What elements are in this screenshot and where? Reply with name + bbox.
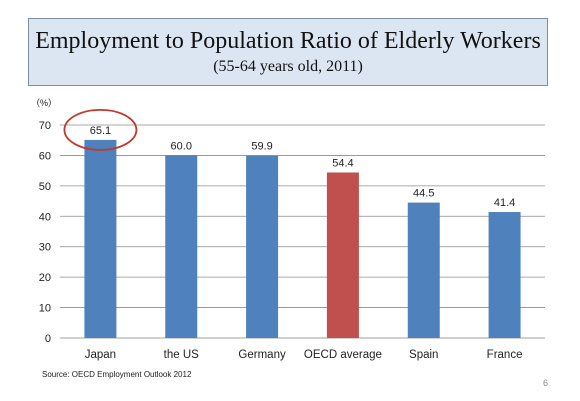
source-note: Source: OECD Employment Outlook 2012	[42, 370, 192, 379]
x-tick-label: OECD average	[304, 349, 382, 361]
highlight-circle	[63, 109, 138, 151]
y-tick-label: 40	[39, 211, 51, 223]
x-tick-label: Germany	[238, 349, 286, 361]
data-label: 44.5	[413, 188, 434, 200]
data-label: 65.1	[90, 125, 111, 137]
y-tick-label: 20	[39, 272, 51, 284]
x-tick-label: Spain	[409, 349, 438, 361]
y-tick-label: 0	[45, 333, 51, 345]
x-tick-label: the US	[164, 349, 199, 361]
x-tick-label: France	[487, 349, 523, 361]
page-number: 6	[542, 378, 548, 388]
y-tick-label: 60	[39, 150, 51, 162]
data-label: 54.4	[332, 157, 353, 169]
data-label: 59.9	[251, 141, 272, 153]
title-box: Employment to Population Ratio of Elderl…	[28, 18, 548, 86]
data-label: 60.0	[171, 140, 192, 152]
bar	[326, 172, 359, 338]
slide-subtitle: (55-64 years old, 2011)	[213, 58, 363, 75]
bar	[488, 212, 521, 338]
bar	[84, 139, 117, 338]
unit-label: （%）	[31, 98, 58, 108]
bar	[407, 202, 440, 338]
slide-title: Employment to Population Ratio of Elderl…	[35, 28, 541, 54]
x-tick-label: Japan	[85, 349, 116, 361]
y-tick-label: 50	[39, 181, 51, 193]
bar	[246, 155, 279, 338]
y-tick-label: 70	[39, 120, 51, 132]
y-tick-label: 30	[39, 242, 51, 254]
data-label: 41.4	[494, 197, 515, 209]
y-tick-label: 10	[39, 303, 51, 315]
bar	[165, 155, 198, 338]
